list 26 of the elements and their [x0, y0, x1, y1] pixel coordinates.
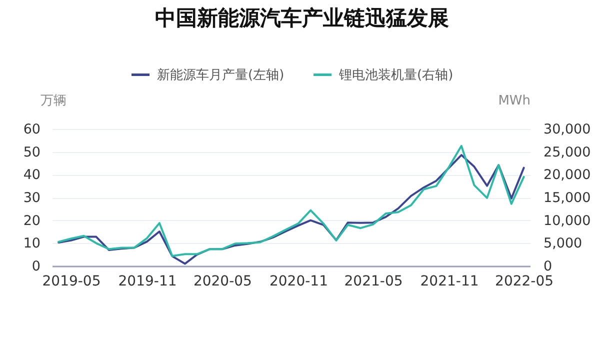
x-tick-label: 2022-05 — [495, 274, 554, 290]
legend-label: 锂电池装机量(右轴) — [338, 68, 454, 83]
y2-tick-label: 30,000 — [544, 122, 591, 138]
chart-title: 中国新能源汽车产业链迅猛发展 — [155, 6, 449, 30]
x-tick-label: 2019-05 — [42, 274, 101, 290]
x-tick-label: 2019-11 — [118, 274, 177, 290]
x-tick-label: 2020-11 — [269, 274, 328, 290]
y-tick-label: 10 — [23, 236, 40, 252]
y-tick-label: 60 — [23, 122, 40, 138]
x-tick-label: 2021-05 — [344, 274, 403, 290]
y-tick-label: 30 — [23, 190, 40, 206]
x-tick-label: 2020-05 — [193, 274, 252, 290]
y2-tick-label: 5,000 — [544, 236, 582, 252]
y-tick-label: 20 — [23, 212, 40, 229]
y2-axis-title: MWh — [498, 94, 530, 108]
y2-tick-label: 20,000 — [544, 167, 591, 184]
legend-label: 新能源车月产量(左轴) — [157, 68, 284, 83]
y-axis-title: 万辆 — [40, 94, 66, 108]
y-tick-label: 40 — [23, 167, 40, 184]
y2-tick-label: 15,000 — [544, 190, 591, 206]
y2-tick-label: 0 — [544, 258, 552, 274]
x-tick-label: 2021-11 — [420, 274, 479, 290]
y2-tick-label: 25,000 — [544, 144, 591, 160]
y-tick-label: 50 — [23, 144, 40, 160]
y-tick-label: 0 — [32, 258, 40, 274]
y2-tick-label: 10,000 — [544, 212, 591, 229]
